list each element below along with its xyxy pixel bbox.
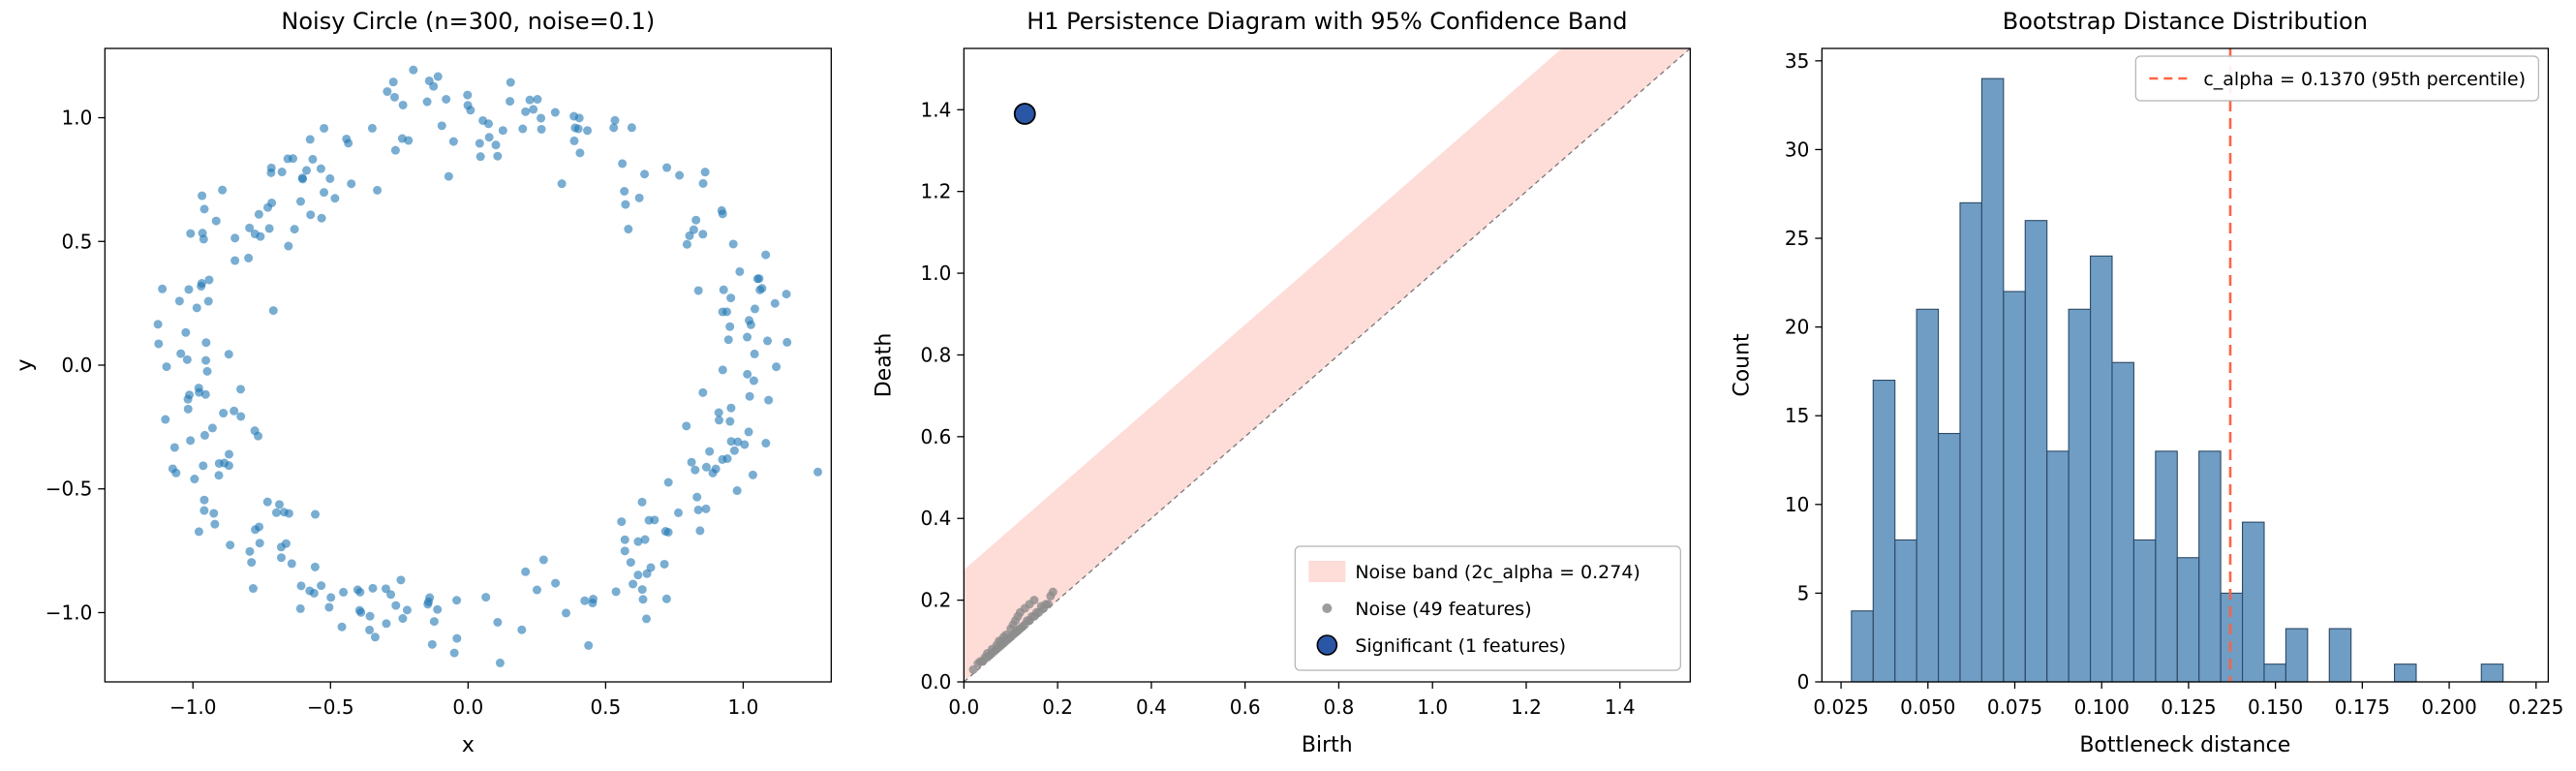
svg-text:0.025: 0.025	[1814, 695, 1869, 719]
svg-text:0.125: 0.125	[2162, 695, 2217, 719]
axes-frame	[1822, 47, 2550, 683]
svg-text:c_alpha = 0.1370 (95th percent: c_alpha = 0.1370 (95th percentile)	[2204, 69, 2527, 90]
y-axis-label: Count	[1731, 333, 1755, 397]
svg-text:−0.5: −0.5	[307, 695, 354, 719]
svg-text:0.0: 0.0	[920, 670, 951, 694]
svg-text:0.6: 0.6	[920, 425, 951, 448]
svg-text:0.5: 0.5	[590, 695, 621, 719]
svg-text:1.0: 1.0	[920, 262, 951, 285]
legend-band-swatch	[1308, 561, 1346, 582]
x-axis-ticks: −1.0 −0.5 0.0 0.5 1.0	[169, 682, 758, 719]
svg-text:1.4: 1.4	[920, 98, 951, 121]
scatter-points	[153, 65, 823, 667]
svg-text:0.0: 0.0	[62, 354, 93, 377]
svg-text:15: 15	[1785, 404, 1809, 427]
noise-points	[968, 587, 1058, 674]
svg-text:0.050: 0.050	[1900, 695, 1955, 719]
svg-text:1.2: 1.2	[920, 180, 951, 203]
svg-text:1.0: 1.0	[728, 695, 759, 719]
svg-text:−1.0: −1.0	[169, 695, 217, 719]
y-axis-label: Death	[872, 333, 896, 398]
svg-text:1.2: 1.2	[1511, 695, 1542, 719]
svg-text:0.150: 0.150	[2248, 695, 2303, 719]
axes-frame	[963, 47, 1691, 683]
legend: c_alpha = 0.1370 (95th percentile)	[2135, 55, 2540, 102]
legend-significant-swatch	[1316, 634, 1337, 656]
histogram-bars	[1851, 77, 2504, 683]
svg-text:20: 20	[1785, 316, 1809, 339]
legend: Noise band (2c_alpha = 0.274) Noise (49 f…	[1294, 545, 1681, 671]
chart-title: H1 Persistence Diagram with 95% Confiden…	[1027, 8, 1627, 35]
svg-text:1.0: 1.0	[1417, 695, 1448, 719]
bootstrap-histogram-plot: 0.025 0.050 0.075 0.100 0.125 0.150 0.175 0.200…	[1731, 8, 2564, 757]
significant-points	[1013, 103, 1036, 125]
y-axis-ticks: 0 5 10 15 20 25 30 35	[1785, 49, 1823, 694]
persistence-diagram-plot: 0.0 0.2 0.4 0.6 0.8 1.0 1.2 1.4 0.0 0.2 0.4 0.6 0.8 1…	[872, 8, 1691, 757]
svg-text:0.2: 0.2	[920, 589, 951, 612]
svg-text:Noise (49 features): Noise (49 features)	[1355, 599, 1531, 620]
svg-text:0.100: 0.100	[2074, 695, 2130, 719]
svg-text:Significant (1 features): Significant (1 features)	[1355, 635, 1566, 657]
svg-text:Noise band (2c_alpha = 0.274): Noise band (2c_alpha = 0.274)	[1355, 562, 1641, 583]
y-axis-ticks: 0.0 0.2 0.4 0.6 0.8 1.0 1.2 1.4	[920, 98, 965, 694]
chart-title: Bootstrap Distance Distribution	[2003, 8, 2368, 35]
legend-noise-swatch	[1322, 603, 1333, 613]
svg-text:35: 35	[1785, 49, 1809, 73]
x-axis-label: Bottleneck distance	[2080, 733, 2291, 757]
svg-text:−0.5: −0.5	[46, 478, 93, 501]
svg-text:25: 25	[1785, 227, 1809, 250]
svg-text:0.4: 0.4	[920, 507, 951, 530]
svg-text:0.8: 0.8	[920, 343, 951, 366]
svg-text:30: 30	[1785, 138, 1809, 161]
diagonal-line	[963, 47, 1691, 683]
svg-text:0.225: 0.225	[2508, 695, 2563, 719]
svg-text:0: 0	[1797, 670, 1810, 694]
svg-text:0.8: 0.8	[1323, 695, 1354, 719]
svg-text:0.0: 0.0	[452, 695, 483, 719]
axes-frame	[104, 47, 832, 683]
svg-text:0.6: 0.6	[1229, 695, 1260, 719]
noisy-circle-scatter-plot: −1.0 −0.5 0.0 0.5 1.0 −1.0 −0.5 0.0 0.5 1.0 Noisy …	[13, 8, 832, 757]
y-axis-ticks: −1.0 −0.5 0.0 0.5 1.0	[46, 107, 106, 624]
svg-text:1.0: 1.0	[62, 107, 93, 130]
x-axis-ticks: 0.025 0.050 0.075 0.100 0.125 0.150 0.175 0.200…	[1814, 682, 2564, 719]
chart-title: Noisy Circle (n=300, noise=0.1)	[281, 8, 655, 35]
y-axis-label: y	[13, 358, 37, 371]
svg-text:1.4: 1.4	[1605, 695, 1636, 719]
svg-text:0.175: 0.175	[2335, 695, 2390, 719]
svg-text:0.4: 0.4	[1136, 695, 1167, 719]
x-axis-ticks: 0.0 0.2 0.4 0.6 0.8 1.0 1.2 1.4	[948, 682, 1635, 719]
svg-text:0.5: 0.5	[62, 230, 93, 253]
svg-text:0.0: 0.0	[948, 695, 979, 719]
x-axis-label: x	[462, 733, 475, 757]
svg-text:5: 5	[1797, 581, 1810, 604]
x-axis-label: Birth	[1302, 733, 1353, 757]
svg-text:0.2: 0.2	[1042, 695, 1073, 719]
svg-text:−1.0: −1.0	[46, 601, 93, 624]
svg-text:10: 10	[1785, 493, 1809, 516]
svg-text:0.075: 0.075	[1987, 695, 2042, 719]
svg-text:0.200: 0.200	[2422, 695, 2477, 719]
